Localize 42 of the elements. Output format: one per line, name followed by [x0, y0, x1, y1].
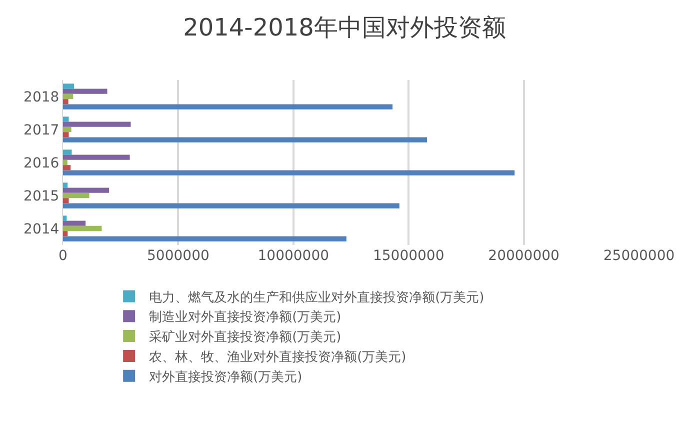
x-tick-label: 10000000	[258, 248, 330, 264]
bar	[63, 132, 69, 138]
legend-label: 对外直接投资净额(万美元)	[149, 368, 302, 385]
bar	[63, 160, 68, 166]
bar	[63, 231, 68, 236]
bar	[63, 236, 346, 242]
x-tick-label: 25000000	[603, 248, 675, 264]
x-tick-label: 15000000	[372, 248, 444, 264]
bar	[63, 150, 72, 155]
bar	[63, 137, 428, 142]
bar	[63, 226, 102, 232]
y-tick-label: 2016	[24, 155, 60, 172]
bar	[63, 84, 74, 89]
legend-label: 制造业对外直接投资净额(万美元)	[149, 309, 342, 326]
x-tick-label: 0	[58, 248, 68, 264]
legend-label: 电力、燃气及水的生产和供应业对外直接投资净额(万美元)	[149, 289, 484, 306]
bar	[63, 116, 69, 122]
y-tick-label: 2017	[24, 122, 60, 138]
bar	[63, 154, 130, 160]
x-tick-label: 20000000	[488, 248, 560, 264]
bar	[63, 182, 68, 188]
bar	[63, 94, 74, 100]
bar	[63, 198, 69, 204]
bar	[63, 170, 515, 176]
bar	[63, 192, 90, 198]
y-tick-label: 2015	[24, 188, 60, 204]
y-tick-label: 2014	[24, 221, 60, 238]
x-tick-label: 5000000	[147, 248, 210, 264]
bar	[63, 126, 72, 132]
legend-label: 采矿业对外直接投资净额(万美元)	[149, 329, 342, 346]
bar	[63, 99, 68, 104]
legend-label: 农、林、牧、渔业对外直接投资净额(万美元)	[149, 349, 406, 366]
bar	[63, 203, 400, 208]
bar	[63, 220, 86, 226]
bar	[63, 104, 392, 110]
bar	[63, 122, 131, 127]
bar	[63, 88, 108, 94]
bar	[63, 165, 71, 170]
bar	[63, 216, 67, 221]
y-tick-label: 2018	[24, 89, 60, 106]
chart-title: 2014-2018年中国对外投资额	[183, 14, 506, 42]
bar	[63, 188, 110, 193]
